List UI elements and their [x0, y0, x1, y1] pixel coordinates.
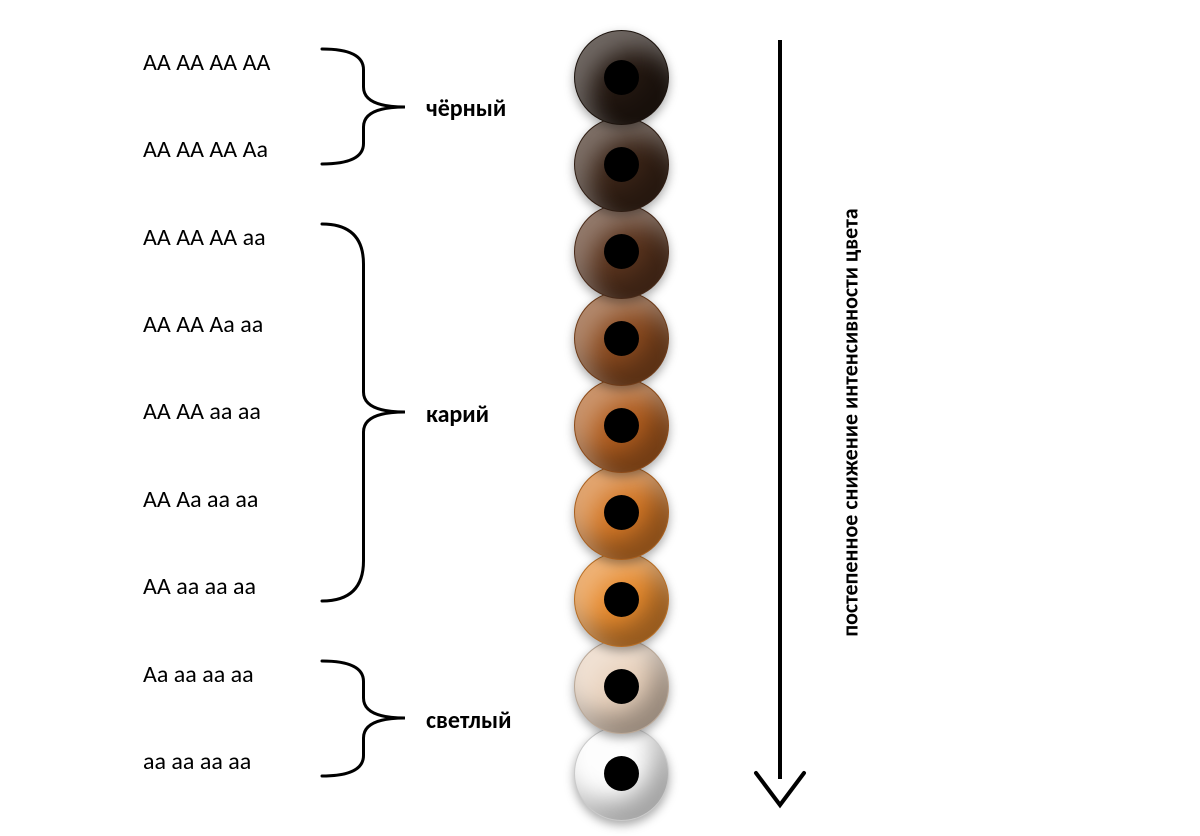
iris-icon	[574, 726, 669, 821]
genotype-row: AA AA AA AA	[143, 48, 270, 77]
pupil-icon	[604, 582, 639, 617]
group-label: светлый	[426, 706, 512, 735]
genotype-row: AA AA AA aa	[143, 223, 266, 252]
pupil-icon	[604, 495, 639, 530]
pupil-icon	[604, 408, 639, 443]
pupil-icon	[604, 756, 639, 791]
brace-icon	[322, 661, 405, 776]
genotype-row: AA AA Aa aa	[143, 310, 263, 339]
genotype-row: Aa aa aa aa	[143, 660, 254, 689]
brace-icon	[322, 224, 405, 601]
iris-icon	[574, 639, 669, 734]
genotype-row: AA Aa aa aa	[143, 485, 258, 514]
genotype-row: AA AA aa aa	[143, 397, 261, 426]
genotype-row: aa aa aa aa	[143, 747, 251, 776]
group-label: чёрный	[426, 94, 506, 123]
pupil-icon	[604, 147, 639, 182]
brace-icon	[322, 49, 405, 164]
iris-icon	[574, 30, 669, 125]
vertical-arrow-label: постепенное снижение интенсивности цвета	[837, 43, 864, 803]
pupil-icon	[604, 234, 639, 269]
iris-icon	[574, 204, 669, 299]
genotype-row: AA AA AA Aa	[143, 135, 268, 164]
genotype-row: AA aa aa aa	[143, 572, 256, 601]
iris-icon	[574, 291, 669, 386]
iris-icon	[574, 465, 669, 560]
group-label: карий	[426, 400, 489, 429]
pupil-icon	[604, 669, 639, 704]
diagram-root: { "layout": { "width": 1200, "height": 8…	[0, 0, 1200, 836]
iris-icon	[574, 552, 669, 647]
iris-icon	[574, 378, 669, 473]
pupil-icon	[604, 60, 639, 95]
iris-icon	[574, 117, 669, 212]
pupil-icon	[604, 321, 639, 356]
